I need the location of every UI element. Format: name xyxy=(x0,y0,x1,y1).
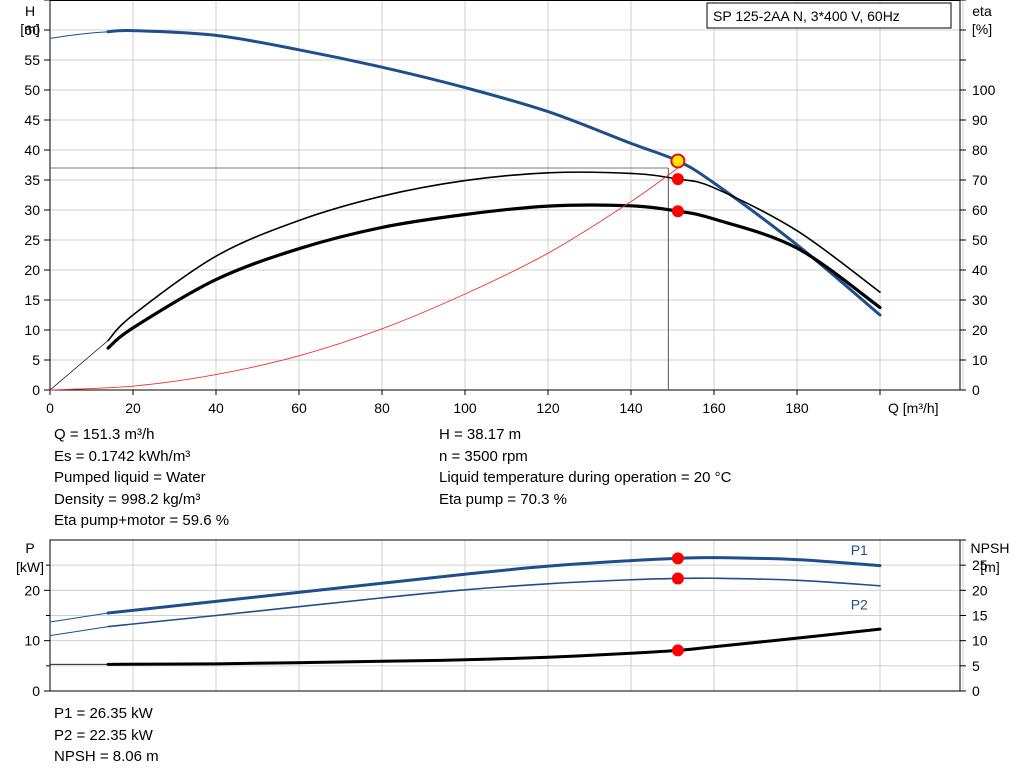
chart-title: SP 125-2AA N, 3*400 V, 60Hz xyxy=(713,8,900,24)
info-speed: n = 3500 rpm xyxy=(439,447,528,465)
tick-label-right: 0 xyxy=(972,382,980,398)
x-axis-label: Q [m³/h] xyxy=(888,400,939,416)
tick-label-left: 60 xyxy=(24,22,40,38)
y-axis-unit-right: [%] xyxy=(972,21,992,37)
tick-label-left: 35 xyxy=(24,172,40,188)
tick-label-right: 30 xyxy=(972,292,988,308)
tick-label-x: 20 xyxy=(125,400,141,416)
tick-label-left: 15 xyxy=(24,292,40,308)
tick-label-left: 50 xyxy=(24,82,40,98)
tick-label-left: 10 xyxy=(24,322,40,338)
series-line-2 xyxy=(107,171,881,342)
operating-point-marker xyxy=(671,173,684,186)
power-series-line-4 xyxy=(106,627,882,666)
tick-label-left: 40 xyxy=(24,142,40,158)
series-line-0 xyxy=(106,28,882,317)
info-head: H = 38.17 m xyxy=(439,426,522,443)
tick-label-left: 45 xyxy=(24,112,40,128)
info-pumped-liquid: Pumped liquid = Water xyxy=(54,469,206,486)
info-block-right: H = 38.17 m n = 3500 rpm Liquid temperat… xyxy=(439,424,731,510)
info-liquid-temperature: Liquid temperature during operation = 20… xyxy=(439,469,732,486)
y-axis-unit-left: [m] xyxy=(20,21,39,37)
tick-label-x: 80 xyxy=(374,400,390,416)
series-line-4 xyxy=(49,340,109,391)
title-box xyxy=(706,2,952,29)
y-axis-label-left: P xyxy=(25,540,34,556)
operating-point-marker xyxy=(671,572,684,585)
series-label: P1 xyxy=(851,542,868,558)
tick-label-right: 100 xyxy=(972,82,996,98)
tick-label-left: 30 xyxy=(24,202,40,218)
tick-label-x: 120 xyxy=(536,400,560,416)
tick-label-x: 140 xyxy=(619,400,643,416)
tick-label-left: 10 xyxy=(24,633,40,649)
operating-point-marker xyxy=(671,552,684,565)
info-eta-pump-motor: Eta pump+motor = 59.6 % xyxy=(54,512,230,529)
series-line-3 xyxy=(106,203,882,350)
tick-label-x: 180 xyxy=(785,400,809,416)
info-npsh: NPSH = 8.06 m xyxy=(54,748,159,765)
series-line-5 xyxy=(49,167,679,391)
operating-point-marker xyxy=(671,644,684,657)
y-axis-unit-right: [m] xyxy=(980,559,999,575)
tick-label-x: 100 xyxy=(453,400,477,416)
y-axis-unit-left: [kW] xyxy=(16,559,44,575)
power-series-line-3 xyxy=(49,626,109,637)
tick-label-right: 10 xyxy=(972,633,988,649)
tick-label-right: 20 xyxy=(972,582,988,598)
tick-label-right: 25 xyxy=(972,557,988,573)
tick-label-x: 160 xyxy=(702,400,726,416)
top-plot-frame xyxy=(49,0,961,391)
tick-label-right: 5 xyxy=(972,658,980,674)
tick-label-left: 0 xyxy=(32,382,40,398)
tick-label-right: 20 xyxy=(972,322,988,338)
tick-label-left: 25 xyxy=(24,232,40,248)
tick-label-right: 90 xyxy=(972,112,988,128)
tick-label-right: 50 xyxy=(972,232,988,248)
info-p2: P2 = 22.35 kW xyxy=(54,726,153,744)
tick-label-left: 20 xyxy=(24,262,40,278)
tick-label-right: 10 xyxy=(972,352,988,368)
info-flow: Q = 151.3 m³/h xyxy=(54,426,155,443)
tick-label-left: 5 xyxy=(32,352,40,368)
y-axis-label-right: eta xyxy=(972,3,992,19)
info-density: Density = 998.2 kg/m³ xyxy=(54,490,201,508)
tick-label-x: 40 xyxy=(208,400,224,416)
tick-label-left: 20 xyxy=(24,582,40,598)
power-series-line-0 xyxy=(106,556,882,615)
tick-label-right: 40 xyxy=(972,262,988,278)
tick-label-right: 0 xyxy=(972,683,980,699)
info-block-left: Q = 151.3 m³/h Es = 0.1742 kWh/m³ Pumped… xyxy=(54,424,229,532)
tick-label-right: 80 xyxy=(972,142,988,158)
info-specific-energy: Es = 0.1742 kWh/m³ xyxy=(54,447,191,465)
power-series-line-1 xyxy=(49,612,109,623)
tick-label-right: 15 xyxy=(972,608,988,624)
tick-label-x: 60 xyxy=(291,400,307,416)
tick-label-left: 0 xyxy=(32,683,40,699)
tick-label-left: 55 xyxy=(24,52,40,68)
info-p1: P1 = 26.35 kW xyxy=(54,705,153,722)
series-label: P2 xyxy=(851,596,868,612)
tick-label-right: 60 xyxy=(972,202,988,218)
y-axis-label-right: NPSH xyxy=(971,540,1010,556)
operating-point-marker xyxy=(671,205,684,218)
tick-label-right: 70 xyxy=(972,172,988,188)
info-eta-pump: Eta pump = 70.3 % xyxy=(439,490,567,508)
tick-label-x: 0 xyxy=(46,400,54,416)
power-series-line-2 xyxy=(107,577,881,628)
duty-point-marker xyxy=(670,153,686,169)
y-axis-label-left: H xyxy=(25,3,35,19)
series-line-1 xyxy=(49,31,109,39)
info-block-power: P1 = 26.35 kW P2 = 22.35 kW NPSH = 8.06 … xyxy=(54,703,159,768)
